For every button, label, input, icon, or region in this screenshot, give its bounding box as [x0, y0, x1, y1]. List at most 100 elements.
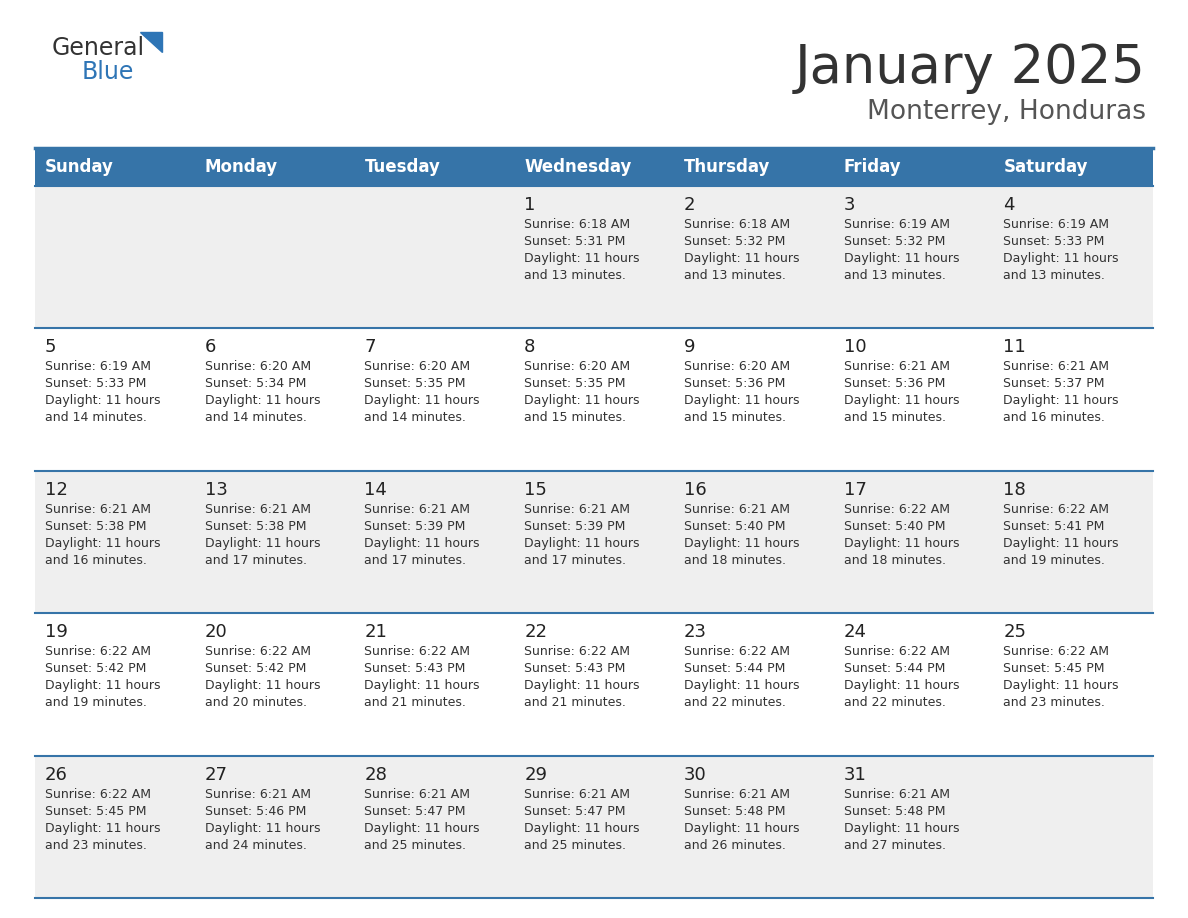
Text: Sunset: 5:38 PM: Sunset: 5:38 PM — [45, 520, 146, 532]
Text: 20: 20 — [204, 623, 227, 641]
Text: 19: 19 — [45, 623, 68, 641]
Text: Sunrise: 6:20 AM: Sunrise: 6:20 AM — [365, 361, 470, 374]
Text: Daylight: 11 hours: Daylight: 11 hours — [1004, 537, 1119, 550]
Text: and 19 minutes.: and 19 minutes. — [1004, 554, 1105, 566]
Text: 31: 31 — [843, 766, 866, 784]
Text: Daylight: 11 hours: Daylight: 11 hours — [1004, 679, 1119, 692]
Text: Sunrise: 6:19 AM: Sunrise: 6:19 AM — [1004, 218, 1110, 231]
Text: 11: 11 — [1004, 339, 1026, 356]
Text: General: General — [52, 36, 145, 60]
Text: Daylight: 11 hours: Daylight: 11 hours — [45, 537, 160, 550]
Text: 7: 7 — [365, 339, 375, 356]
Text: and 13 minutes.: and 13 minutes. — [524, 269, 626, 282]
Text: and 27 minutes.: and 27 minutes. — [843, 839, 946, 852]
Text: Sunday: Sunday — [45, 158, 114, 176]
Text: Sunrise: 6:20 AM: Sunrise: 6:20 AM — [204, 361, 311, 374]
Text: Daylight: 11 hours: Daylight: 11 hours — [1004, 395, 1119, 408]
Text: and 17 minutes.: and 17 minutes. — [524, 554, 626, 566]
Bar — [34, 186, 1154, 329]
Text: and 23 minutes.: and 23 minutes. — [1004, 696, 1105, 710]
Text: Sunset: 5:40 PM: Sunset: 5:40 PM — [684, 520, 785, 532]
Text: Daylight: 11 hours: Daylight: 11 hours — [45, 395, 160, 408]
Text: Daylight: 11 hours: Daylight: 11 hours — [524, 252, 639, 265]
Text: 22: 22 — [524, 623, 548, 641]
Text: Daylight: 11 hours: Daylight: 11 hours — [843, 822, 959, 834]
Text: Sunset: 5:32 PM: Sunset: 5:32 PM — [843, 235, 944, 248]
Text: Sunrise: 6:22 AM: Sunrise: 6:22 AM — [843, 503, 949, 516]
Text: and 14 minutes.: and 14 minutes. — [45, 411, 147, 424]
Text: Tuesday: Tuesday — [365, 158, 441, 176]
Text: 30: 30 — [684, 766, 707, 784]
Text: Daylight: 11 hours: Daylight: 11 hours — [365, 679, 480, 692]
Text: Sunrise: 6:21 AM: Sunrise: 6:21 AM — [204, 503, 311, 516]
Text: January 2025: January 2025 — [795, 42, 1146, 94]
Text: Sunset: 5:44 PM: Sunset: 5:44 PM — [684, 662, 785, 676]
Bar — [834, 148, 993, 186]
Text: 10: 10 — [843, 339, 866, 356]
Text: Sunrise: 6:22 AM: Sunrise: 6:22 AM — [684, 645, 790, 658]
Text: Daylight: 11 hours: Daylight: 11 hours — [524, 822, 639, 834]
Text: and 14 minutes.: and 14 minutes. — [365, 411, 467, 424]
Text: Sunrise: 6:22 AM: Sunrise: 6:22 AM — [1004, 645, 1110, 658]
Text: Sunrise: 6:22 AM: Sunrise: 6:22 AM — [365, 645, 470, 658]
Polygon shape — [140, 32, 162, 52]
Text: Sunset: 5:43 PM: Sunset: 5:43 PM — [524, 662, 626, 676]
Text: Monday: Monday — [204, 158, 278, 176]
Text: Daylight: 11 hours: Daylight: 11 hours — [1004, 252, 1119, 265]
Text: Sunrise: 6:18 AM: Sunrise: 6:18 AM — [684, 218, 790, 231]
Text: and 22 minutes.: and 22 minutes. — [843, 696, 946, 710]
Text: Sunrise: 6:21 AM: Sunrise: 6:21 AM — [204, 788, 311, 800]
Text: Sunset: 5:39 PM: Sunset: 5:39 PM — [365, 520, 466, 532]
Text: Daylight: 11 hours: Daylight: 11 hours — [45, 822, 160, 834]
Text: Sunset: 5:33 PM: Sunset: 5:33 PM — [1004, 235, 1105, 248]
Text: 27: 27 — [204, 766, 228, 784]
Text: and 17 minutes.: and 17 minutes. — [204, 554, 307, 566]
Bar — [34, 148, 195, 186]
Text: Sunrise: 6:22 AM: Sunrise: 6:22 AM — [843, 645, 949, 658]
Text: Sunset: 5:35 PM: Sunset: 5:35 PM — [365, 377, 466, 390]
Text: Sunrise: 6:20 AM: Sunrise: 6:20 AM — [524, 361, 631, 374]
Text: and 22 minutes.: and 22 minutes. — [684, 696, 785, 710]
Text: 24: 24 — [843, 623, 866, 641]
Text: Sunset: 5:42 PM: Sunset: 5:42 PM — [45, 662, 146, 676]
Text: and 16 minutes.: and 16 minutes. — [45, 554, 147, 566]
Bar — [195, 148, 354, 186]
Text: Sunrise: 6:21 AM: Sunrise: 6:21 AM — [684, 503, 790, 516]
Text: Monterrey, Honduras: Monterrey, Honduras — [867, 99, 1146, 125]
Text: Sunset: 5:31 PM: Sunset: 5:31 PM — [524, 235, 626, 248]
Text: 26: 26 — [45, 766, 68, 784]
Bar — [993, 148, 1154, 186]
Text: 3: 3 — [843, 196, 855, 214]
Text: Sunrise: 6:21 AM: Sunrise: 6:21 AM — [684, 788, 790, 800]
Text: Daylight: 11 hours: Daylight: 11 hours — [45, 679, 160, 692]
Text: 6: 6 — [204, 339, 216, 356]
Bar — [34, 756, 1154, 898]
Text: and 16 minutes.: and 16 minutes. — [1004, 411, 1105, 424]
Text: Daylight: 11 hours: Daylight: 11 hours — [204, 822, 321, 834]
Text: 12: 12 — [45, 481, 68, 498]
Text: Sunrise: 6:21 AM: Sunrise: 6:21 AM — [524, 788, 630, 800]
Text: and 15 minutes.: and 15 minutes. — [684, 411, 785, 424]
Text: 17: 17 — [843, 481, 866, 498]
Bar — [34, 471, 1154, 613]
Text: Sunset: 5:46 PM: Sunset: 5:46 PM — [204, 804, 307, 818]
Text: Sunrise: 6:20 AM: Sunrise: 6:20 AM — [684, 361, 790, 374]
Text: 1: 1 — [524, 196, 536, 214]
Text: 9: 9 — [684, 339, 695, 356]
Text: Sunrise: 6:19 AM: Sunrise: 6:19 AM — [45, 361, 151, 374]
Text: Daylight: 11 hours: Daylight: 11 hours — [843, 395, 959, 408]
Text: Sunset: 5:33 PM: Sunset: 5:33 PM — [45, 377, 146, 390]
Text: 23: 23 — [684, 623, 707, 641]
Text: Sunrise: 6:22 AM: Sunrise: 6:22 AM — [204, 645, 311, 658]
Text: Daylight: 11 hours: Daylight: 11 hours — [524, 537, 639, 550]
Text: Daylight: 11 hours: Daylight: 11 hours — [684, 822, 800, 834]
Text: Daylight: 11 hours: Daylight: 11 hours — [843, 537, 959, 550]
Text: 4: 4 — [1004, 196, 1015, 214]
Text: Daylight: 11 hours: Daylight: 11 hours — [365, 395, 480, 408]
Bar — [354, 148, 514, 186]
Bar — [514, 148, 674, 186]
Bar — [674, 148, 834, 186]
Text: Sunset: 5:36 PM: Sunset: 5:36 PM — [684, 377, 785, 390]
Text: Sunrise: 6:21 AM: Sunrise: 6:21 AM — [365, 503, 470, 516]
Text: Sunset: 5:48 PM: Sunset: 5:48 PM — [684, 804, 785, 818]
